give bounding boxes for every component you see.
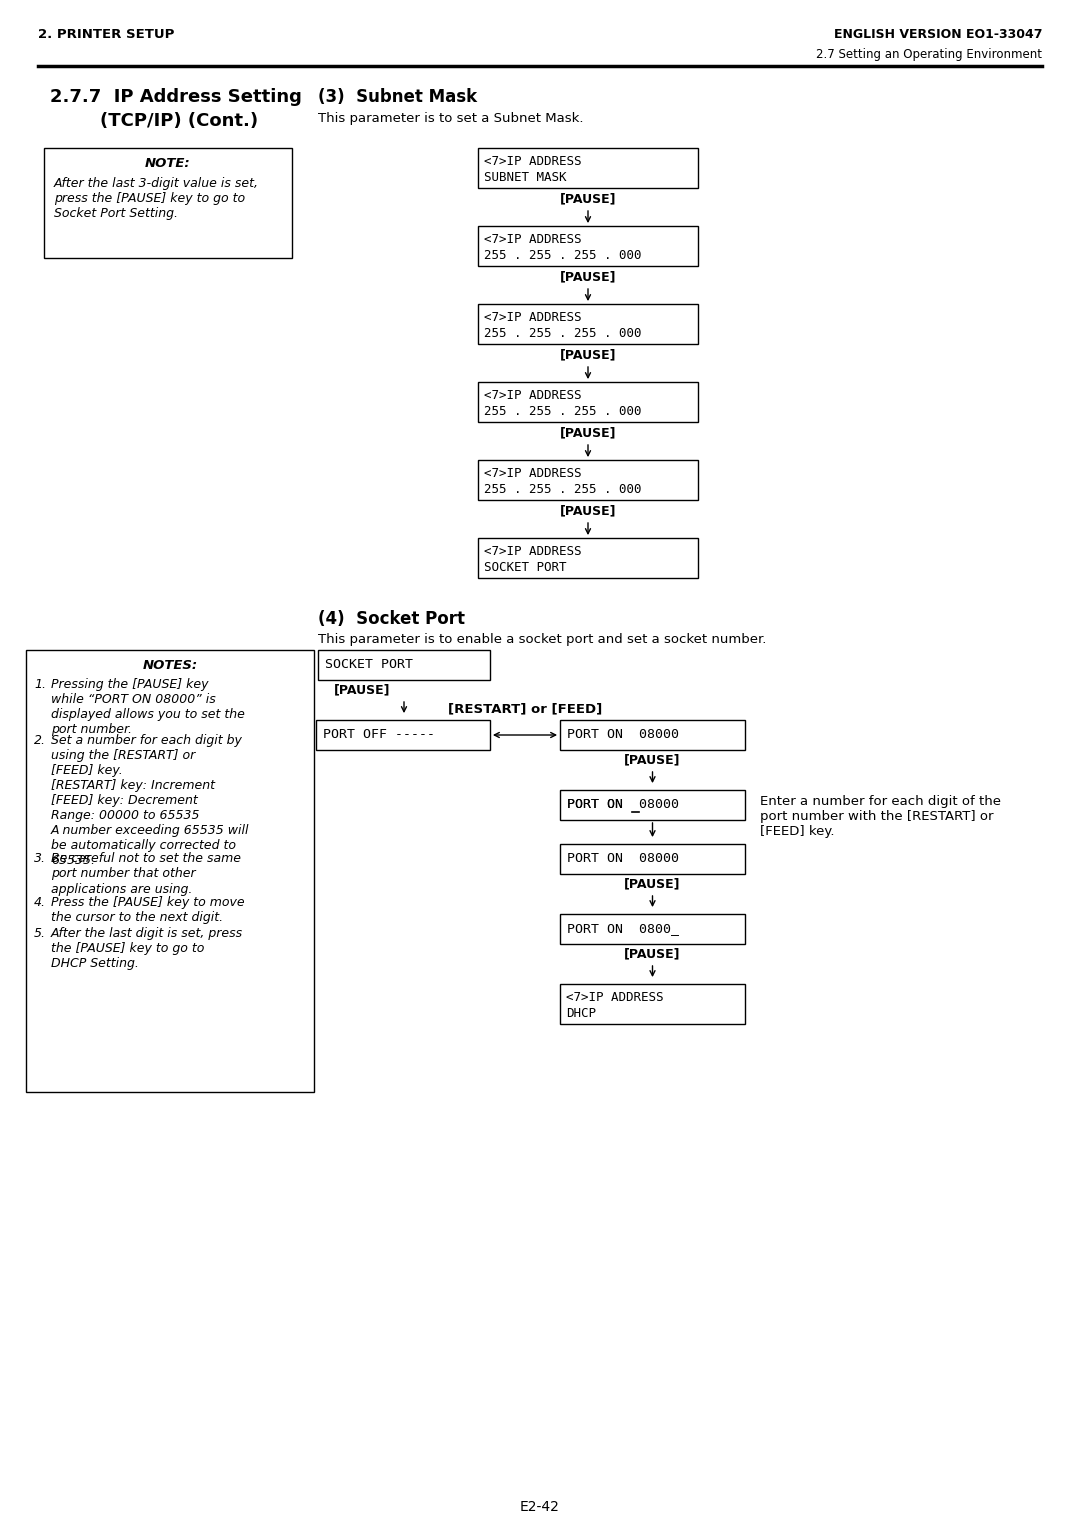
Text: ENGLISH VERSION EO1-33047: ENGLISH VERSION EO1-33047 (834, 28, 1042, 41)
Text: 2. PRINTER SETUP: 2. PRINTER SETUP (38, 28, 174, 41)
Text: 1.: 1. (33, 678, 46, 691)
Text: 255 . 255 . 255 . 000: 255 . 255 . 255 . 000 (484, 405, 642, 419)
Text: 2.7.7  IP Address Setting: 2.7.7 IP Address Setting (50, 89, 302, 105)
Text: 5.: 5. (33, 927, 46, 940)
Text: Press the [PAUSE] key to move
the cursor to the next digit.: Press the [PAUSE] key to move the cursor… (51, 895, 245, 924)
Bar (561, 720, 745, 750)
Text: SOCKET PORT: SOCKET PORT (484, 561, 567, 575)
Text: 255 . 255 . 255 . 000: 255 . 255 . 255 . 000 (484, 327, 642, 341)
Text: SUBNET MASK: SUBNET MASK (484, 171, 567, 183)
Text: This parameter is to enable a socket port and set a socket number.: This parameter is to enable a socket por… (318, 633, 767, 646)
Bar (561, 984, 745, 1024)
Text: <7>IP ADDRESS: <7>IP ADDRESS (484, 312, 581, 324)
Bar (561, 843, 745, 874)
Bar (316, 720, 490, 750)
Text: Enter a number for each digit of the
port number with the [RESTART] or
[FEED] ke: Enter a number for each digit of the por… (760, 795, 1001, 837)
Text: <7>IP ADDRESS: <7>IP ADDRESS (566, 992, 663, 1004)
Text: 2.7 Setting an Operating Environment: 2.7 Setting an Operating Environment (816, 47, 1042, 61)
Text: [PAUSE]: [PAUSE] (624, 753, 680, 766)
Text: [PAUSE]: [PAUSE] (559, 348, 617, 361)
Text: SOCKET PORT: SOCKET PORT (325, 659, 413, 671)
Text: Set a number for each digit by
using the [RESTART] or
[FEED] key.
[RESTART] key:: Set a number for each digit by using the… (51, 733, 249, 866)
Text: After the last 3-digit value is set,
press the [PAUSE] key to go to
Socket Port : After the last 3-digit value is set, pre… (54, 177, 259, 220)
Text: PORT ON  0800̲: PORT ON 0800̲ (567, 921, 679, 935)
Bar (478, 148, 698, 188)
Text: DHCP: DHCP (566, 1007, 596, 1021)
Text: [PAUSE]: [PAUSE] (624, 947, 680, 960)
Bar (478, 382, 698, 422)
Text: NOTES:: NOTES: (143, 659, 198, 672)
Text: 4.: 4. (33, 895, 46, 909)
Text: 255 . 255 . 255 . 000: 255 . 255 . 255 . 000 (484, 483, 642, 497)
Text: [PAUSE]: [PAUSE] (624, 877, 680, 889)
Text: Pressing the [PAUSE] key
while “PORT ON 08000” is
displayed allows you to set th: Pressing the [PAUSE] key while “PORT ON … (51, 678, 245, 736)
Text: NOTE:: NOTE: (145, 157, 191, 170)
Text: [PAUSE]: [PAUSE] (559, 193, 617, 205)
Text: 3.: 3. (33, 853, 46, 865)
Text: [PAUSE]: [PAUSE] (559, 504, 617, 516)
Bar (478, 460, 698, 500)
Text: PORT ON: PORT ON (567, 798, 639, 811)
Text: [PAUSE]: [PAUSE] (559, 426, 617, 439)
Text: [PAUSE]: [PAUSE] (334, 683, 390, 695)
Text: PORT ON  08000: PORT ON 08000 (567, 853, 679, 865)
Text: E2-42: E2-42 (521, 1500, 559, 1514)
Text: Be careful not to set the same
port number that other
applications are using.: Be careful not to set the same port numb… (51, 853, 241, 895)
Text: <7>IP ADDRESS: <7>IP ADDRESS (484, 468, 581, 480)
Bar (44, 148, 292, 258)
Text: <7>IP ADDRESS: <7>IP ADDRESS (484, 545, 581, 558)
Text: 2.: 2. (33, 733, 46, 747)
Text: This parameter is to set a Subnet Mask.: This parameter is to set a Subnet Mask. (318, 112, 583, 125)
Text: <7>IP ADDRESS: <7>IP ADDRESS (484, 232, 581, 246)
Text: [RESTART] or [FEED]: [RESTART] or [FEED] (448, 701, 603, 715)
Text: <7>IP ADDRESS: <7>IP ADDRESS (484, 154, 581, 168)
Text: PORT OFF -----: PORT OFF ----- (323, 727, 435, 741)
Bar (561, 914, 745, 944)
Text: After the last digit is set, press
the [PAUSE] key to go to
DHCP Setting.: After the last digit is set, press the [… (51, 927, 243, 970)
Text: PORT ON  08000: PORT ON 08000 (567, 727, 679, 741)
Bar (478, 304, 698, 344)
Text: 255 . 255 . 255 . 000: 255 . 255 . 255 . 000 (484, 249, 642, 261)
Text: (4)  Socket Port: (4) Socket Port (318, 610, 465, 628)
Bar (26, 649, 314, 1093)
Bar (318, 649, 490, 680)
Bar (561, 790, 745, 821)
Text: [PAUSE]: [PAUSE] (559, 270, 617, 283)
Text: (3)  Subnet Mask: (3) Subnet Mask (318, 89, 477, 105)
Bar (478, 538, 698, 578)
Bar (478, 226, 698, 266)
Text: (TCP/IP) (Cont.): (TCP/IP) (Cont.) (50, 112, 258, 130)
Text: <7>IP ADDRESS: <7>IP ADDRESS (484, 390, 581, 402)
Text: PORT ON  08000: PORT ON 08000 (567, 798, 679, 811)
